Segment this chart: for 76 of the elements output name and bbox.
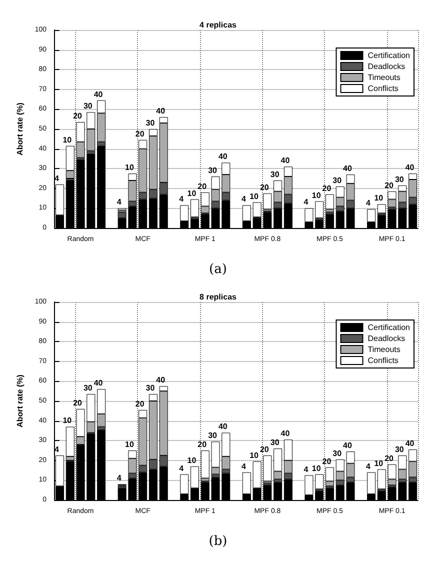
annotation: 10: [250, 450, 260, 460]
chart-title: 8 replicas: [200, 292, 238, 302]
annotation: 4: [54, 444, 60, 454]
annotation: 10: [125, 163, 134, 172]
annotation: 4: [304, 464, 309, 474]
text: (a): [209, 262, 227, 277]
annotation: 20: [322, 456, 332, 466]
annotation: 30: [83, 102, 93, 111]
annotation: 30: [270, 170, 280, 179]
annotation: 40: [94, 90, 104, 99]
annotation: 40: [405, 439, 415, 448]
y-axis-title: Abort rate (%): [16, 102, 24, 156]
annotation: 30: [208, 166, 218, 176]
legend-label: Timeouts: [368, 345, 400, 354]
annotation: 20: [73, 112, 83, 121]
annotation: 10: [62, 416, 72, 426]
annotation: 10: [187, 456, 197, 465]
annotation: 4: [241, 194, 246, 204]
annotation: 4: [366, 198, 372, 208]
legend-label: Deadlocks: [368, 62, 406, 71]
annotation: 20: [260, 182, 270, 192]
annotation: 20: [260, 444, 270, 454]
annotation: 10: [62, 135, 72, 144]
annotation: 40: [94, 378, 104, 388]
annotation: 30: [146, 384, 156, 393]
annotation: 20: [73, 398, 83, 408]
annotation: 40: [280, 156, 290, 166]
annotation: 20: [384, 454, 394, 463]
legend-label: Conflicts: [368, 356, 398, 365]
annotation: 20: [198, 182, 208, 191]
annotation: 30: [146, 118, 156, 128]
annotation: 20: [198, 440, 208, 449]
annotation: 10: [312, 464, 322, 473]
annotation: 40: [156, 376, 166, 385]
bar: [190, 199, 200, 218]
y-axis-title: Abort rate (%): [16, 374, 24, 428]
annotation: 4: [116, 198, 122, 207]
annotation: 30: [208, 431, 218, 440]
annotation: 40: [343, 164, 353, 174]
annotation: 10: [374, 194, 384, 203]
annotation: 30: [270, 438, 280, 448]
bar: [325, 194, 334, 210]
annotation: 10: [187, 188, 197, 198]
annotation: 20: [135, 129, 145, 138]
legend-label: Conflicts: [368, 84, 398, 93]
annotation: 40: [405, 163, 415, 172]
annotation: 20: [384, 180, 394, 190]
annotation: 30: [332, 176, 342, 185]
annotation: 4: [179, 194, 184, 204]
annotation: 30: [394, 174, 404, 184]
annotation: 4: [366, 462, 372, 471]
annotation: 40: [156, 106, 166, 116]
legend-label: Certification: [368, 323, 410, 332]
legend-label: Deadlocks: [368, 334, 406, 343]
legend-label: Timeouts: [368, 73, 400, 82]
annotation: 10: [250, 192, 260, 201]
annotation: 4: [241, 462, 246, 471]
annotation: 4: [116, 474, 122, 483]
annotation: 40: [218, 422, 228, 432]
annotation: 4: [304, 198, 309, 207]
annotation: 4: [54, 174, 60, 183]
annotation: 20: [135, 399, 145, 408]
annotation: 40: [218, 152, 228, 162]
annotation: 30: [83, 384, 93, 393]
text: (b): [208, 534, 228, 549]
annotation: 20: [322, 184, 332, 193]
annotation: 10: [125, 440, 134, 449]
annotation: 4: [179, 464, 184, 473]
annotation: 10: [312, 190, 322, 200]
legend-label: Certification: [368, 51, 410, 60]
annotation: 30: [332, 448, 342, 458]
annotation: 40: [343, 440, 353, 450]
annotation: 40: [280, 429, 290, 438]
annotation: 10: [374, 458, 384, 468]
chart-title: 4 replicas: [200, 20, 238, 30]
annotation: 30: [394, 444, 404, 454]
